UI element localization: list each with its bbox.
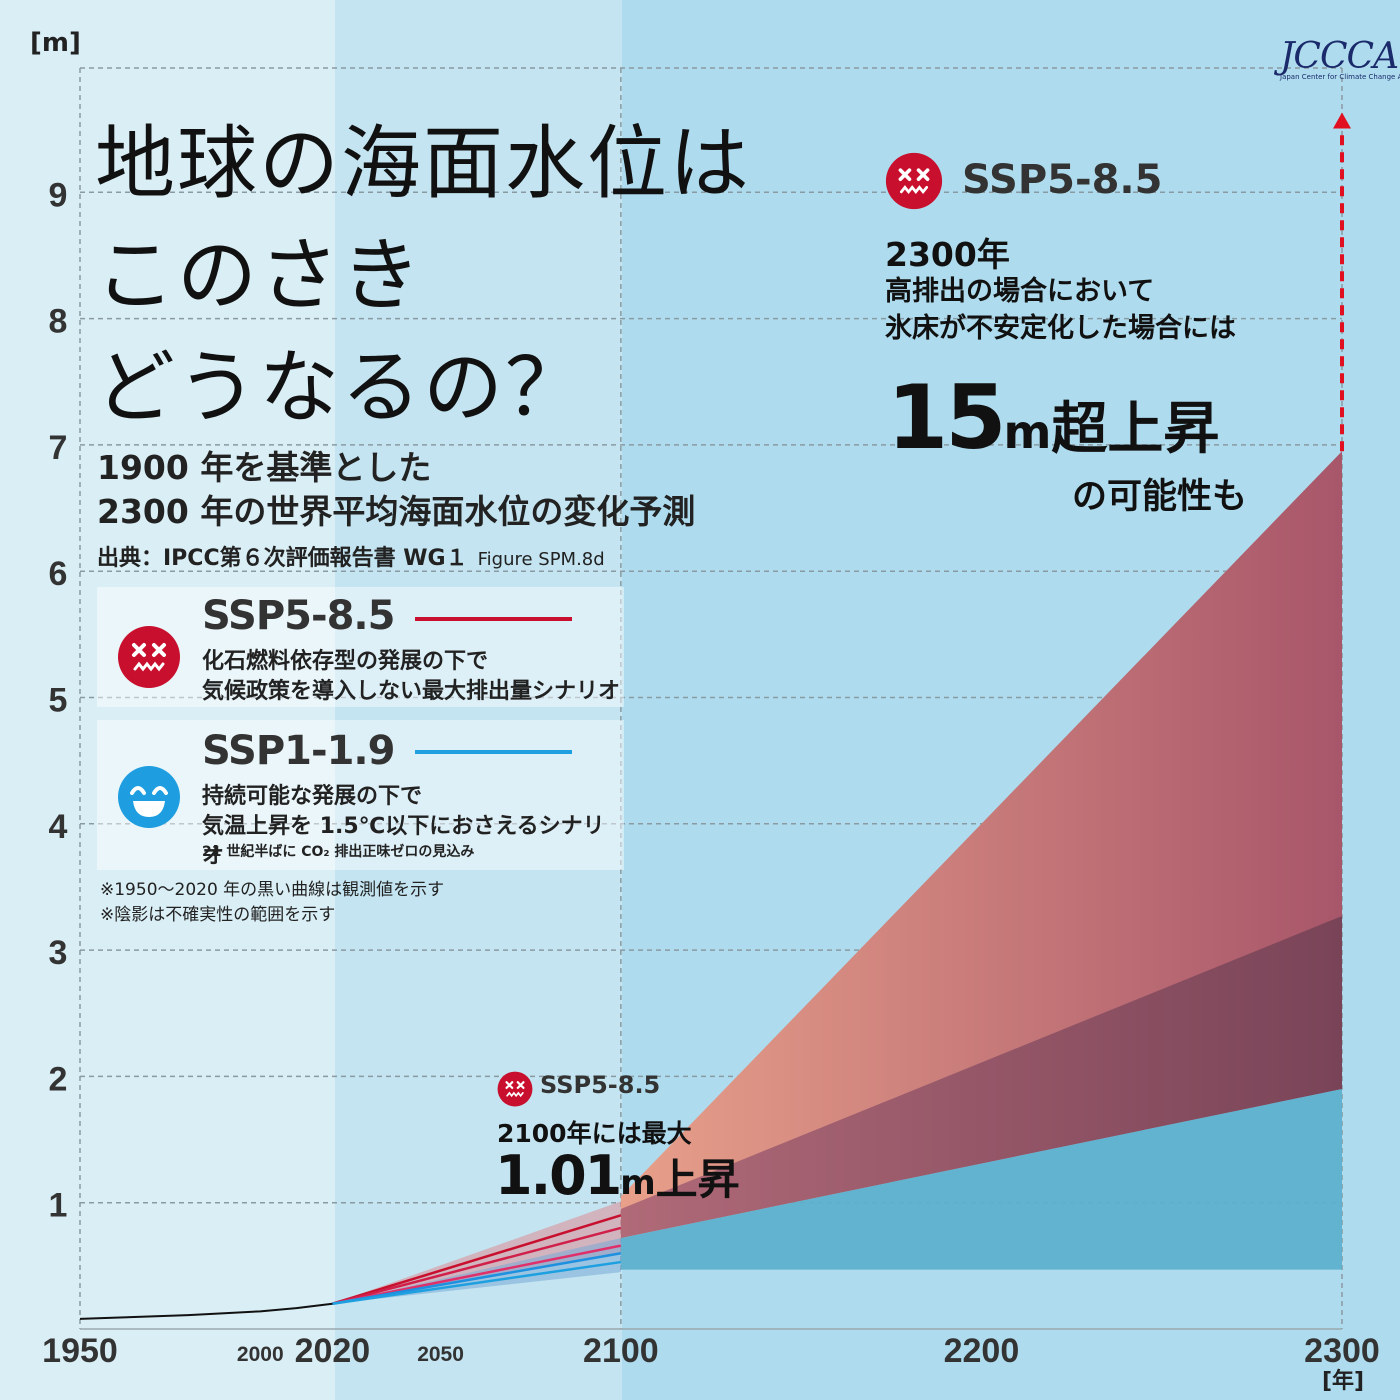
x-tick-label: 1950 [42,1332,118,1370]
source-main: 出典：IPCC第６次評価報告書 WG１ [97,546,468,571]
annotation-2100-text: 2100年には最大 [497,1119,692,1148]
band-ssp119_range [332,1238,621,1304]
annotation-2100-value: 1.01m上昇 [495,1144,740,1207]
annotation-2100-unit: m [620,1163,656,1203]
y-tick-label: 7 [49,429,68,467]
annotation-2100-number: 1.01 [495,1144,622,1207]
subtitle-line-1: 1900 年を基準とした [97,448,432,487]
dizzy-face-icon [117,625,181,689]
annotation-2300-line-1: 高排出の場合において [885,276,1155,307]
x-tick-label: 2020 [295,1332,371,1370]
annotation-2300-line-2: 氷床が不安定化した場合には [885,313,1236,344]
x-tick-label: 2300 [1304,1332,1380,1370]
legend-ssp119-note: 21 世紀半ばに CO₂ 排出正味ゼロの見込み [202,844,475,860]
y-tick-label: 1 [49,1187,68,1225]
source-citation: 出典：IPCC第６次評価報告書 WG１ Figure SPM.8d [97,540,605,572]
y-unit-label: [m] [30,28,81,58]
subtitle-line-2: 2300 年の世界平均海面水位の変化予測 [97,492,696,531]
legend-ssp585: SSP5-8.5 化石燃料依存型の発展の下で 気候政策を導入しない最大排出量シナ… [97,587,624,707]
y-tick-label: 9 [49,176,68,214]
x-tick-label: 2200 [944,1332,1020,1370]
bg-historical [0,0,335,1400]
uncertainty-bands [332,451,1342,1304]
legend-ssp585-swatch [415,617,572,621]
legend-ssp585-desc: 化石燃料依存型の発展の下で 気候政策を導入しない最大排出量シナリオ [202,647,620,707]
axes: 1 2 3 4 5 6 7 8 9 1950 2000 2020 2050 2100 2200 2300 [42,176,1380,1370]
source-figure: Figure SPM.8d [477,549,605,570]
band-ssp119_likely [620,1089,1342,1270]
legend-ssp585-desc-2: 気候政策を導入しない最大排出量シナリオ [202,679,621,704]
line-ssp585_high [332,1214,622,1305]
annotation-2100-scenario: SSP5-8.5 [540,1071,661,1099]
annotation-2300-unit: m [1003,405,1052,459]
y-tick-label: 5 [49,682,68,720]
bg-near-term [335,0,622,1400]
y-tick-label: 2 [49,1060,68,1098]
annotation-2300-year: 2300年 [885,235,1010,274]
smile-face-icon [117,765,181,829]
note-observed: ※1950～2020 年の黒い曲線は観測値を示す [100,880,445,900]
y-tick-label: 6 [49,555,68,593]
annotation-2300-scenario: SSP5-8.5 [962,157,1163,203]
legend-ssp119: SSP1-1.9 持続可能な発展の下で 気温上昇を 1.5℃以下におさえるシナリ… [97,720,624,870]
y-tick-label: 4 [49,808,68,846]
y-tick-label: 8 [49,303,68,341]
note-uncertainty: ※陰影は不確実性の範囲を示す [100,905,336,925]
logo-text: JCCCA [1280,36,1399,77]
legend-ssp119-desc-1: 持続可能な発展の下で [202,784,423,809]
logo-subtext: Japan Center for Climate Change Actions [1280,73,1400,81]
x-tick-label: 2050 [417,1343,464,1366]
dizzy-face-icon [497,1071,533,1107]
x-unit-label: [年] [1322,1369,1365,1394]
x-tick-label: 2100 [583,1332,659,1370]
line-ssp119_high [332,1251,622,1305]
band-ssp585_range [332,1201,621,1304]
page-subtitle: 1900 年を基準とした 2300 年の世界平均海面水位の変化予測 [97,446,695,534]
annotation-2300-tail: の可能性も [1072,477,1248,517]
title-line-2: このさき [95,229,423,322]
arrow-head [1333,112,1351,129]
line-ssp119_low [332,1260,622,1305]
legend-ssp585-desc-1: 化石燃料依存型の発展の下で [202,649,489,674]
line-observed [79,1302,333,1320]
chart-notes: ※1950～2020 年の黒い曲線は観測値を示す ※陰影は不確実性の範囲を示す [100,878,444,928]
annotation-2100-word: 上昇 [655,1155,740,1204]
line-ssp585_mid [332,1226,622,1305]
legend-ssp119-desc: 持続可能な発展の下で 気温上昇を 1.5℃以下におさえるシナリオ [202,782,624,872]
title-line-1: 地球の海面水位は [95,117,751,210]
page-title: 地球の海面水位は このさき どうなるの？ [95,108,751,444]
scenario-lines [79,1214,622,1320]
dizzy-face-icon [885,152,943,210]
annotation-2300-value: 15m超上昇 [887,368,1219,482]
legend-ssp585-name: SSP5-8.5 [202,593,395,639]
legend-ssp119-swatch [415,750,572,754]
logo: JCCCA Japan Center for Climate Change Ac… [1280,36,1400,81]
legend-ssp119-desc-2: 気温上昇を 1.5℃以下におさえるシナリオ [202,814,605,869]
annotation-2300-text: 高排出の場合において 氷床が不安定化した場合には [885,273,1236,347]
annotation-2300-word: 超上昇 [1051,397,1220,462]
legend-ssp119-name: SSP1-1.9 [202,728,395,774]
title-line-3: どうなるの？ [95,341,587,434]
upward-arrow [1333,112,1351,452]
annotation-2300-number: 15 [887,366,1006,469]
y-tick-label: 3 [49,934,68,972]
x-tick-label: 2000 [237,1343,284,1366]
band-ssp585_likely [620,915,1342,1239]
